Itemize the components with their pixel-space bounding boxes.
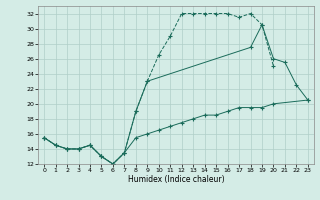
X-axis label: Humidex (Indice chaleur): Humidex (Indice chaleur) [128,175,224,184]
